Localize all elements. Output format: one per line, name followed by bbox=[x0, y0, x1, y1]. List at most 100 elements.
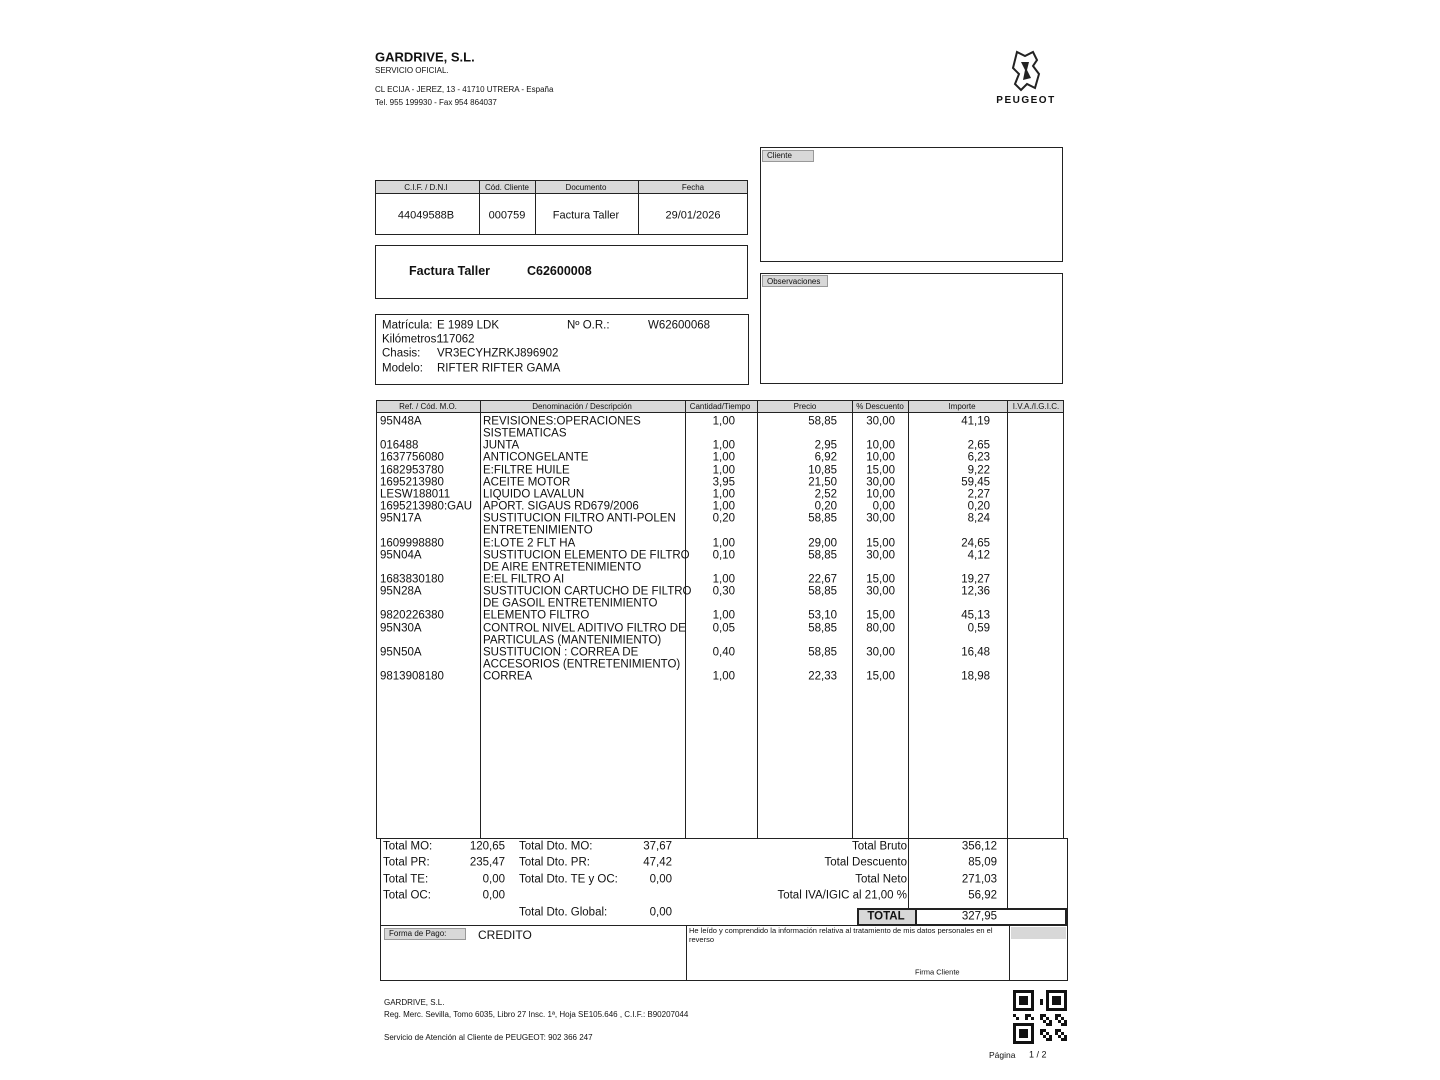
line-description: REVISIONES:OPERACIONES bbox=[483, 415, 641, 428]
line-amount: 9,22 bbox=[967, 463, 990, 476]
column-header: Importe bbox=[948, 402, 976, 411]
info-value: 44049588B bbox=[397, 209, 455, 222]
total-label: Total Bruto bbox=[852, 840, 907, 853]
vehicle-label: Nº O.R.: bbox=[567, 319, 610, 332]
line-description: E:EL FILTRO AI bbox=[483, 573, 565, 586]
divider bbox=[638, 180, 639, 235]
total-label: Total Dto. TE y OC: bbox=[519, 873, 618, 886]
line-quantity: 1,00 bbox=[712, 439, 735, 452]
line-quantity: 0,05 bbox=[712, 621, 735, 634]
line-amount: 2,27 bbox=[967, 488, 990, 501]
line-ref: 1682953780 bbox=[380, 463, 444, 476]
line-quantity: 1,00 bbox=[712, 536, 735, 549]
line-price: 58,85 bbox=[808, 548, 837, 561]
lines-header-bg bbox=[377, 401, 1063, 413]
vehicle-value: RIFTER RIFTER GAMA bbox=[437, 362, 561, 375]
qr-module bbox=[1040, 1014, 1043, 1017]
line-description: ELEMENTO FILTRO bbox=[483, 609, 590, 622]
vehicle-value: W62600068 bbox=[648, 319, 711, 332]
qr-module bbox=[1040, 1017, 1043, 1020]
qr-module bbox=[1046, 1023, 1049, 1026]
info-header-bg bbox=[376, 181, 747, 194]
qr-finder bbox=[1019, 996, 1028, 1005]
line-price: 10,85 bbox=[808, 463, 837, 476]
qr-module bbox=[1031, 1017, 1034, 1020]
footer-service: Servicio de Atención al Cliente de PEUGE… bbox=[384, 1033, 593, 1042]
line-price: 21,50 bbox=[808, 476, 837, 488]
invoice-label: Factura Taller bbox=[409, 263, 491, 278]
qr-module bbox=[1013, 1014, 1016, 1017]
qr-module bbox=[1061, 1038, 1064, 1041]
line-amount: 6,23 bbox=[967, 451, 990, 464]
company-phone: Tel. 955 199930 - Fax 954 864037 bbox=[375, 98, 497, 107]
observations-box bbox=[760, 273, 1063, 384]
qr-code bbox=[1013, 990, 1067, 1044]
client-tag bbox=[762, 150, 814, 162]
qr-module bbox=[1043, 1035, 1046, 1038]
total-value: 0,00 bbox=[649, 873, 672, 886]
qr-module bbox=[1025, 1017, 1028, 1020]
line-description: ENTRETENIMIENTO bbox=[483, 524, 593, 537]
page-label: Página bbox=[989, 1049, 1016, 1060]
line-description: SISTEMATICAS bbox=[483, 427, 567, 440]
line-discount: 10,00 bbox=[866, 451, 895, 464]
line-ref: 95N50A bbox=[380, 646, 422, 659]
divider bbox=[908, 400, 909, 908]
line-amount: 4,12 bbox=[967, 548, 990, 561]
line-quantity: 1,00 bbox=[712, 573, 735, 586]
divider bbox=[686, 925, 687, 981]
grand-total-label: TOTAL bbox=[867, 910, 905, 923]
vehicle-value: VR3ECYHZRKJ896902 bbox=[437, 347, 559, 360]
line-quantity: 1,00 bbox=[712, 488, 735, 501]
line-description: SUSTITUCION ELEMENTO DE FILTRO bbox=[483, 548, 690, 561]
payment-shade bbox=[1011, 927, 1066, 939]
info-value: 000759 bbox=[488, 209, 526, 222]
line-amount: 45,13 bbox=[961, 609, 990, 622]
total-label: Total IVA/IGIC al 21,00 % bbox=[777, 889, 907, 902]
info-header: Fecha bbox=[681, 183, 705, 192]
divider bbox=[852, 400, 853, 838]
invoice-box bbox=[375, 245, 748, 299]
vehicle-value: 117062 bbox=[437, 333, 475, 346]
line-ref: 1637756080 bbox=[380, 451, 444, 464]
footer-registry: Reg. Merc. Sevilla, Tomo 6035, Libro 27 … bbox=[384, 1010, 689, 1019]
line-price: 22,67 bbox=[808, 573, 837, 586]
company-name: GARDRIVE, S.L. bbox=[375, 49, 475, 65]
qr-module bbox=[1055, 1017, 1058, 1020]
line-ref: 016488 bbox=[380, 439, 419, 452]
line-amount: 0,59 bbox=[967, 621, 990, 634]
line-price: 58,85 bbox=[808, 646, 837, 659]
line-price: 53,10 bbox=[808, 609, 837, 622]
line-ref: 1683830180 bbox=[380, 573, 444, 586]
line-description: PARTICULAS (MANTENIMIENTO) bbox=[483, 633, 662, 646]
divider bbox=[685, 400, 686, 838]
line-price: 22,33 bbox=[808, 670, 837, 683]
line-ref: 95N30A bbox=[380, 621, 422, 634]
vehicle-value: E 1989 LDK bbox=[437, 319, 500, 332]
line-description: E:FILTRE HUILE bbox=[483, 463, 570, 476]
payment-label: Forma de Pago: bbox=[389, 929, 447, 938]
footer-company: GARDRIVE, S.L. bbox=[384, 998, 445, 1007]
line-price: 0,20 bbox=[814, 500, 837, 513]
qr-module bbox=[1043, 1020, 1046, 1023]
line-ref: LESW188011 bbox=[380, 488, 451, 501]
line-amount: 59,45 bbox=[961, 476, 990, 488]
total-tag bbox=[859, 910, 915, 924]
line-discount: 10,00 bbox=[866, 488, 895, 501]
line-quantity: 0,20 bbox=[712, 512, 735, 525]
total-value: 0,00 bbox=[482, 873, 505, 886]
qr-module bbox=[1061, 1023, 1064, 1026]
qr-module bbox=[1049, 1038, 1052, 1041]
line-discount: 30,00 bbox=[866, 415, 895, 428]
total-label: Total MO: bbox=[383, 840, 433, 853]
line-description: E:LOTE 2 FLT HA bbox=[483, 536, 576, 549]
line-discount: 30,00 bbox=[866, 476, 895, 488]
line-discount: 15,00 bbox=[866, 463, 895, 476]
total-label: Total OC: bbox=[383, 889, 431, 902]
line-description: ACCESORIOS (ENTRETENIMIENTO) bbox=[483, 658, 681, 671]
qr-module bbox=[1061, 1017, 1064, 1020]
line-description: ACEITE MOTOR bbox=[483, 476, 571, 488]
total-label: Total TE: bbox=[383, 873, 429, 886]
line-amount: 41,19 bbox=[961, 415, 990, 428]
company-subtitle: SERVICIO OFICIAL. bbox=[375, 66, 449, 75]
